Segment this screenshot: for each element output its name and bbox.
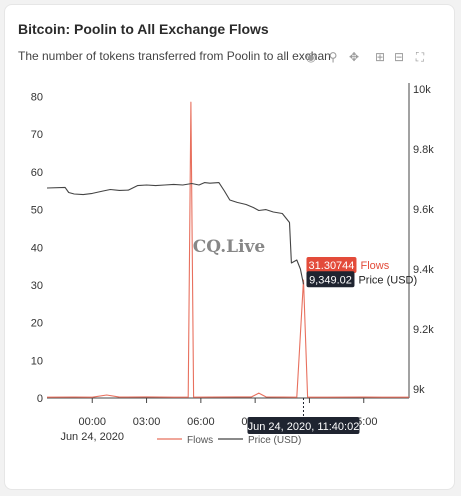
watermark: CQ.Live [193, 237, 266, 257]
y-right-tick-label: 9.2k [413, 324, 434, 336]
hover-date-value: Jun 24, 2020, 11:40:02 [248, 421, 360, 433]
legend-price-label: Price (USD) [248, 435, 301, 446]
price-series-line [46, 182, 305, 285]
chart-card [4, 4, 455, 490]
y-left-tick-label: 0 [37, 393, 43, 405]
autoscale-icon[interactable]: ⛶ [415, 50, 425, 64]
hover-date-label-bg [247, 417, 360, 434]
hover-price-series: Price (USD) [358, 274, 417, 286]
y-left-tick-label: 60 [31, 167, 43, 179]
hover-price-label-bg [306, 271, 355, 288]
hover-flows-value: 31.30744 [309, 260, 355, 272]
x-tick-label: 06:00 [187, 416, 215, 428]
y-right-tick-label: 9.4k [413, 264, 434, 276]
zoom-icon[interactable]: ⚲ [328, 50, 338, 64]
y-left-tick-label: 70 [31, 129, 43, 141]
y-right-tick-label: 9.8k [413, 144, 434, 156]
flows-series-line [46, 101, 410, 398]
x-tick-label: 00:00 [78, 416, 106, 428]
x-date-label: Jun 24, 2020 [60, 431, 124, 443]
hover-flows-label-bg [306, 257, 357, 274]
zoom-out-icon[interactable]: ⊟ [393, 50, 405, 64]
y-right-tick-label: 10k [413, 84, 431, 96]
y-left-tick-label: 30 [31, 280, 43, 292]
hover-price-value: 9,349.02 [309, 274, 352, 286]
y-right-tick-label: 9.6k [413, 204, 434, 216]
legend-flows-label: Flows [187, 435, 213, 446]
pan-icon[interactable]: ✥ [348, 50, 360, 64]
chart-subtitle: The number of tokens transferred from Po… [18, 49, 331, 63]
x-tick-label: 03:00 [133, 416, 161, 428]
hover-flows-series: Flows [360, 260, 389, 272]
camera-icon[interactable]: ◉ [305, 50, 317, 64]
chart-title: Bitcoin: Poolin to All Exchange Flows [18, 21, 269, 37]
zoom-in-icon[interactable]: ⊞ [374, 50, 386, 64]
y-right-tick-label: 9k [413, 384, 425, 396]
y-left-tick-label: 10 [31, 355, 43, 367]
y-left-tick-label: 50 [31, 205, 43, 217]
y-left-tick-label: 40 [31, 242, 43, 254]
y-left-tick-label: 80 [31, 92, 43, 104]
y-left-tick-label: 20 [31, 318, 43, 330]
